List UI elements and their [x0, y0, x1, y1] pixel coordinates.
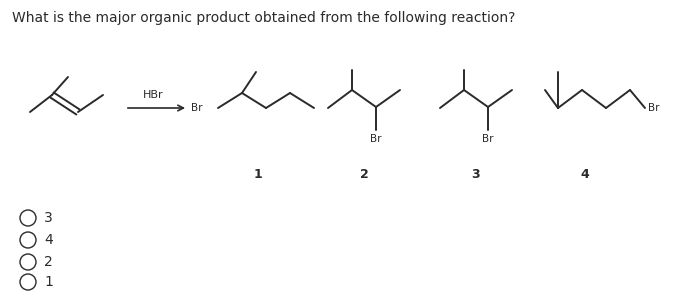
Text: 3: 3	[472, 168, 480, 181]
Text: 1: 1	[44, 275, 53, 289]
Text: 3: 3	[44, 211, 52, 225]
Text: 4: 4	[580, 168, 589, 181]
Text: What is the major organic product obtained from the following reaction?: What is the major organic product obtain…	[12, 11, 515, 25]
Text: Br: Br	[482, 134, 493, 144]
Text: Br: Br	[192, 103, 203, 113]
Text: 1: 1	[253, 168, 262, 181]
Text: HBr: HBr	[143, 90, 163, 100]
Text: Br: Br	[370, 134, 382, 144]
Text: 2: 2	[44, 255, 52, 269]
Text: 2: 2	[360, 168, 368, 181]
Text: 4: 4	[44, 233, 52, 247]
Text: Br: Br	[648, 103, 659, 113]
